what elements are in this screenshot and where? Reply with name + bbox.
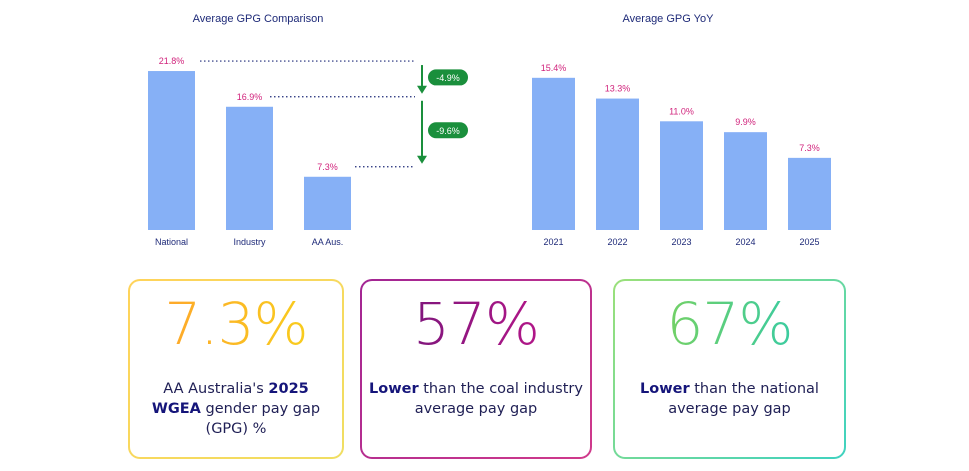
delta-badge bbox=[428, 69, 468, 86]
chart-2-title: Average GPG YoY bbox=[622, 13, 714, 25]
caption-emphasis: 2025 bbox=[268, 381, 309, 397]
bar bbox=[788, 157, 831, 230]
bar bbox=[660, 121, 703, 230]
arrow-head-icon bbox=[417, 155, 427, 164]
bar bbox=[532, 77, 575, 230]
value-label: 7.3% bbox=[317, 162, 338, 172]
value-label: 21.8% bbox=[159, 56, 185, 66]
caption-emphasis: WGEA bbox=[151, 401, 201, 417]
stat-value: 57% bbox=[362, 289, 590, 359]
gpg-yoy-chart: 15.4% 2021 13.3% 2022 11.0% 2023 9.9% 2024 7.3% 2… bbox=[532, 63, 831, 247]
category-label: National bbox=[155, 237, 188, 247]
category-label: 2025 bbox=[799, 237, 819, 247]
category-label: Industry bbox=[233, 237, 266, 247]
caption-line: WGEA gender pay gap bbox=[136, 399, 336, 419]
stat-value: 67% bbox=[615, 289, 844, 359]
value-label: 16.9% bbox=[237, 92, 263, 102]
chart-1-title: Average GPG Comparison bbox=[192, 13, 324, 25]
caption-text: gender pay gap bbox=[200, 401, 321, 417]
caption-text: average pay gap bbox=[414, 401, 538, 417]
stat-card-national: 67% Lower than the national average pay g… bbox=[613, 279, 846, 459]
category-label: 2021 bbox=[543, 237, 563, 247]
stat-caption: Lower than the national average pay gap bbox=[621, 379, 838, 419]
value-label: 7.3% bbox=[799, 143, 820, 153]
bar bbox=[596, 98, 639, 231]
bar bbox=[148, 71, 195, 231]
value-label: 15.4% bbox=[541, 63, 567, 73]
value-label: 13.3% bbox=[605, 84, 631, 94]
caption-line: (GPG) % bbox=[136, 419, 336, 439]
delta-label: -4.9% bbox=[436, 73, 460, 83]
caption-text: than the coal industry bbox=[418, 381, 583, 397]
gpg-comparison-chart: 21.8% National 16.9% Industry 7.3% AA Aus. -4.… bbox=[148, 56, 468, 247]
caption-text: than the national bbox=[689, 381, 819, 397]
bar bbox=[226, 106, 273, 230]
value-label: 9.9% bbox=[735, 117, 756, 127]
category-label: 2023 bbox=[671, 237, 691, 247]
category-label: AA Aus. bbox=[312, 237, 344, 247]
caption-line: average pay gap bbox=[368, 399, 584, 419]
arrow-head-icon bbox=[417, 85, 427, 94]
bar bbox=[304, 176, 351, 230]
caption-line: Lower than the national bbox=[621, 379, 838, 399]
category-label: 2022 bbox=[607, 237, 627, 247]
caption-line: Lower than the coal industry bbox=[368, 379, 584, 399]
caption-text: (GPG) % bbox=[205, 421, 267, 437]
caption-emphasis: Lower bbox=[369, 381, 419, 397]
caption-emphasis: Lower bbox=[640, 381, 690, 397]
stat-card-aa-australia: 7.3% AA Australia's 2025 WGEA gender pay … bbox=[128, 279, 344, 459]
caption-line: average pay gap bbox=[621, 399, 838, 419]
caption-text: AA Australia's bbox=[163, 381, 269, 397]
delta-label: -9.6% bbox=[436, 126, 460, 136]
value-label: 11.0% bbox=[669, 106, 694, 116]
bar bbox=[724, 132, 767, 230]
stat-caption: Lower than the coal industry average pay … bbox=[368, 379, 584, 419]
stat-value: 7.3% bbox=[130, 289, 342, 359]
stat-caption: AA Australia's 2025 WGEA gender pay gap (G… bbox=[136, 379, 336, 439]
category-label: 2024 bbox=[735, 237, 755, 247]
stat-card-coal-industry: 57% Lower than the coal industry average … bbox=[360, 279, 592, 459]
delta-badge bbox=[428, 122, 468, 139]
caption-text: average pay gap bbox=[668, 401, 791, 417]
caption-line: AA Australia's 2025 bbox=[136, 379, 336, 399]
